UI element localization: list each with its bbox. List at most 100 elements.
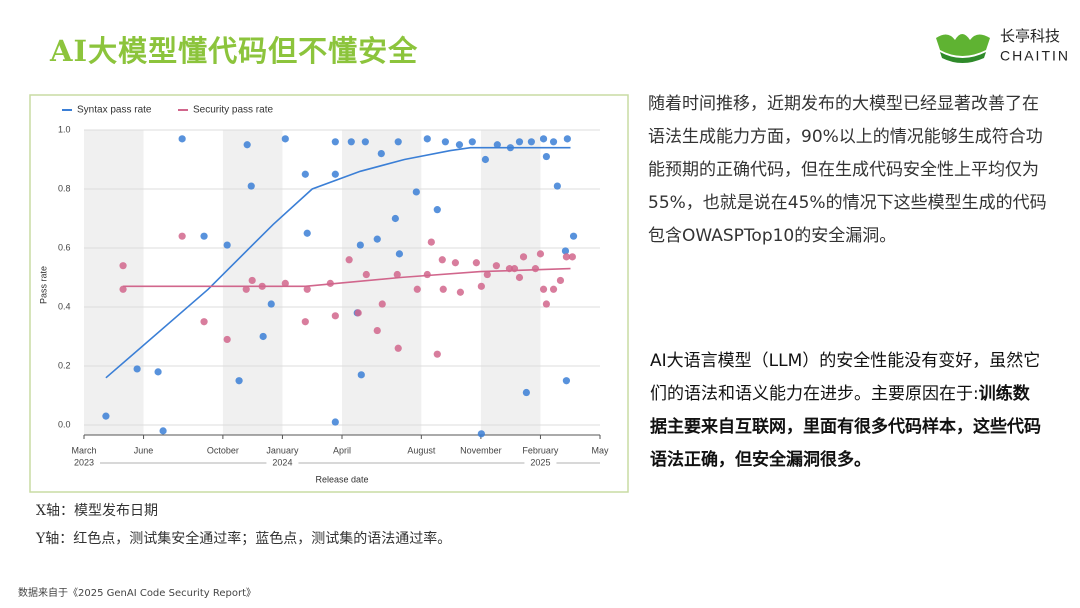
point <box>347 138 355 146</box>
point <box>412 188 420 196</box>
point <box>133 365 141 373</box>
point <box>331 170 339 178</box>
point <box>562 377 571 385</box>
point <box>267 300 275 308</box>
point <box>362 270 370 279</box>
point <box>357 371 365 379</box>
point <box>281 279 289 287</box>
legend-label: Security pass rate <box>193 105 273 116</box>
point <box>539 285 548 293</box>
point <box>515 273 524 282</box>
point <box>493 141 501 149</box>
point <box>413 285 421 293</box>
point <box>331 138 339 146</box>
paragraph: 随着时间推移，近期发布的大模型已经显著改善了在语法生成能力方面，90%以上的情况… <box>648 94 1047 246</box>
point <box>159 427 167 435</box>
point <box>561 247 570 255</box>
y-axis-label: Pass rate <box>38 266 48 304</box>
point <box>200 232 208 240</box>
y-tick-label: 1.0 <box>58 124 71 134</box>
point <box>549 285 558 293</box>
point <box>492 262 500 270</box>
point <box>522 388 530 397</box>
point <box>433 350 441 358</box>
x-tick-label: June <box>134 445 154 455</box>
point <box>391 214 399 223</box>
point <box>354 309 362 317</box>
point <box>531 265 540 273</box>
y-tick-label: 0.2 <box>58 360 71 370</box>
point <box>483 270 491 279</box>
paragraph-text: AI大语言模型（LLM）的安全性能没有变好，虽然它们的语法和语义能力在进步。主要… <box>650 351 1041 404</box>
point <box>356 241 364 249</box>
x-tick-label: October <box>207 445 239 455</box>
point <box>119 285 127 293</box>
band <box>480 130 541 435</box>
paragraph-bold: 训练数据主要来自互联网，里面有很多代码样本，这些代码语法正确，但安全漏洞很多。 <box>650 384 1041 470</box>
point <box>242 285 250 293</box>
point <box>178 232 186 240</box>
band <box>342 130 422 435</box>
point <box>223 241 231 249</box>
point <box>235 377 243 385</box>
point <box>301 170 309 178</box>
point <box>441 138 449 146</box>
point <box>433 206 441 214</box>
logo-cn: 长亭科技 <box>1000 27 1060 45</box>
point <box>455 141 464 149</box>
point <box>468 138 476 146</box>
point <box>331 312 339 320</box>
y-tick-label: 0.6 <box>58 242 71 252</box>
point <box>456 288 464 296</box>
point <box>562 253 571 261</box>
x-axis-label: Release date <box>315 474 368 484</box>
point <box>549 138 558 146</box>
point <box>303 285 311 293</box>
point <box>393 270 401 279</box>
note: X轴：模型发布日期 <box>36 503 158 519</box>
point <box>539 135 548 143</box>
point <box>451 259 459 267</box>
point <box>394 138 402 146</box>
point <box>102 412 110 420</box>
paragraph: AI大语言模型（LLM）的安全性能没有变好，虽然它们的语法和语义能力在进步。主要… <box>650 345 1045 477</box>
point <box>243 141 251 149</box>
logo-icon-base <box>940 52 986 63</box>
point <box>345 256 353 264</box>
y-tick-label: 0.8 <box>58 183 71 193</box>
logo-icon <box>936 34 990 56</box>
point <box>472 259 480 267</box>
logo-en: CHAITIN <box>1000 48 1070 64</box>
x-tick-label: March <box>71 445 96 455</box>
point <box>563 135 571 143</box>
point <box>515 138 524 146</box>
point <box>519 253 528 261</box>
point <box>556 276 565 285</box>
point <box>223 335 231 344</box>
point <box>259 332 267 341</box>
point <box>361 138 369 146</box>
x-tick-label: November <box>460 445 502 455</box>
note: Y轴：红色点，测试集安全通过率；蓝色点，测试集的语法通过率。 <box>36 531 452 547</box>
point <box>378 300 386 308</box>
point <box>373 326 381 335</box>
x-tick-label: April <box>333 445 351 455</box>
x-tick-label: August <box>407 445 436 455</box>
x-tick-label: May <box>591 445 609 455</box>
point <box>477 282 485 290</box>
point <box>427 238 435 246</box>
x-year-label: 2025 <box>530 457 550 467</box>
point <box>527 138 535 146</box>
slide-title: AI大模型懂代码但不懂安全 <box>50 34 419 68</box>
x-tick-label: January <box>266 445 299 455</box>
point <box>395 250 404 258</box>
point <box>119 262 127 270</box>
point <box>568 253 576 261</box>
point <box>373 235 381 243</box>
point <box>569 232 578 240</box>
point <box>477 430 485 438</box>
x-tick-label: February <box>522 445 559 455</box>
point <box>542 152 550 161</box>
